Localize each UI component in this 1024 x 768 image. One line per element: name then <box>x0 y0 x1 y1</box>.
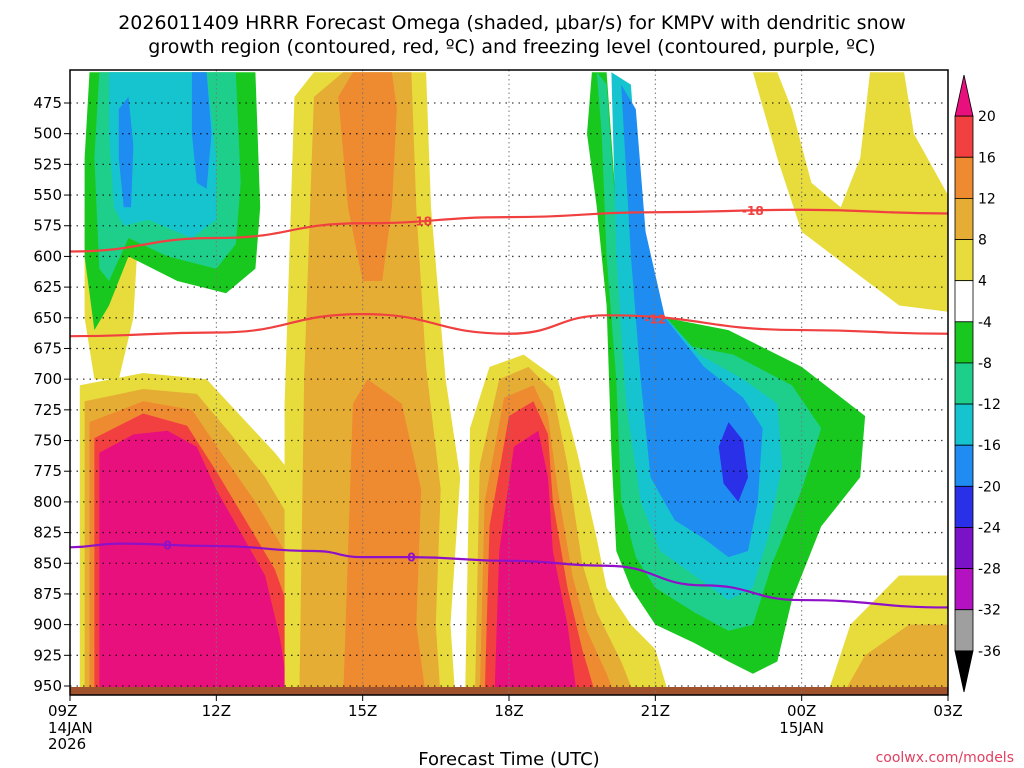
omega-shade-region <box>118 96 134 208</box>
colorbar-swatch <box>954 568 974 611</box>
y-tick-label: 600 <box>33 247 62 265</box>
colorbar-label: -4 <box>978 315 992 331</box>
x-tick-sublabel-date: 14JAN <box>48 719 93 737</box>
omega-shade-region <box>494 430 577 695</box>
colorbar-label: 20 <box>978 109 996 125</box>
contour-label-minus-12C: -12 <box>644 313 666 327</box>
y-tick-label: 925 <box>33 646 62 664</box>
y-tick-label: 900 <box>33 616 62 634</box>
y-tick-label: 775 <box>33 462 62 480</box>
contour-label-minus-18C: -18 <box>742 204 764 218</box>
y-tick-label: 625 <box>33 278 62 296</box>
y-tick-label: 750 <box>33 432 62 450</box>
colorbar-swatch-top <box>954 74 974 117</box>
colorbar-label: -28 <box>978 562 1001 578</box>
colorbar-label: -32 <box>978 603 1001 619</box>
colorbar-label: -24 <box>978 520 1001 536</box>
omega-shade-region <box>713 72 948 312</box>
y-tick-label: 475 <box>33 94 62 112</box>
contour-line-minus-18C <box>70 208 948 253</box>
colorbar-swatch <box>954 115 974 158</box>
colorbar-label: -20 <box>978 479 1001 495</box>
y-tick-label: 875 <box>33 585 62 603</box>
x-tick-label: 03Z <box>933 702 962 720</box>
x-tick-label: 21Z <box>641 702 670 720</box>
x-tick-sublabel-year: 2026 <box>48 735 86 753</box>
x-tick-label: 18Z <box>494 702 523 720</box>
omega-shade-region <box>191 72 212 189</box>
colorbar-swatch <box>954 403 974 446</box>
contour-line-zero-C-freezing <box>70 542 948 609</box>
y-tick-label: 800 <box>33 493 62 511</box>
colorbar-label: -12 <box>978 397 1001 413</box>
colorbar-label: 8 <box>978 233 987 249</box>
chart-title-line-2: growth region (contoured, red, ºC) and f… <box>148 36 875 58</box>
y-tick-label: 525 <box>33 155 62 173</box>
colorbar-swatch <box>954 527 974 570</box>
colorbar-swatch <box>954 321 974 364</box>
y-tick-label: 700 <box>33 370 62 388</box>
colorbar-label: -36 <box>978 644 1001 660</box>
colorbar-swatch <box>954 362 974 405</box>
contour-label-zero-C-freezing: 0 <box>407 551 415 565</box>
x-axis-title: Forecast Time (UTC) <box>418 749 599 768</box>
x-tick-label: 00Z <box>787 702 816 720</box>
colorbar-swatch <box>954 609 974 652</box>
colorbar-label: 16 <box>978 150 996 166</box>
colorbar-label: 12 <box>978 191 996 207</box>
x-tick-label: 15Z <box>348 702 377 720</box>
colorbar-label: -16 <box>978 438 1001 454</box>
y-tick-label: 550 <box>33 186 62 204</box>
colorbar-swatch <box>954 156 974 199</box>
colorbar-label: -8 <box>978 356 992 372</box>
y-tick-label: 500 <box>33 125 62 143</box>
y-tick-label: 850 <box>33 554 62 572</box>
omega-shade-region <box>109 72 217 238</box>
x-tick-sublabel-date: 15JAN <box>779 719 824 737</box>
colorbar-swatch-bottom <box>954 650 974 693</box>
omega-shade-region <box>343 379 426 695</box>
chart-title-line-1: 2026011409 HRRR Forecast Omega (shaded, … <box>118 12 906 34</box>
y-tick-label: 675 <box>33 339 62 357</box>
omega-shade-region <box>842 624 948 695</box>
colorbar-swatch <box>954 197 974 240</box>
y-tick-label: 575 <box>33 217 62 235</box>
contour-label-zero-C-freezing: 0 <box>163 538 171 552</box>
x-tick-label: 09Z <box>48 702 77 720</box>
omega-shade-region <box>338 72 397 281</box>
y-tick-label: 825 <box>33 524 62 542</box>
colorbar-swatch <box>954 280 974 323</box>
y-tick-label: 725 <box>33 401 62 419</box>
x-tick-label: 12Z <box>202 702 231 720</box>
colorbar-swatch <box>954 239 974 282</box>
y-tick-label: 650 <box>33 309 62 327</box>
colorbar-swatch <box>954 485 974 528</box>
credit-text: coolwx.com/models <box>876 750 1014 766</box>
omega-shade-region <box>718 422 748 502</box>
contour-line-minus-12C <box>70 313 948 338</box>
colorbar-label: 4 <box>978 274 987 290</box>
y-tick-label: 950 <box>33 677 62 695</box>
colorbar-swatch <box>954 444 974 487</box>
contour-label-minus-18C: -18 <box>410 214 432 228</box>
